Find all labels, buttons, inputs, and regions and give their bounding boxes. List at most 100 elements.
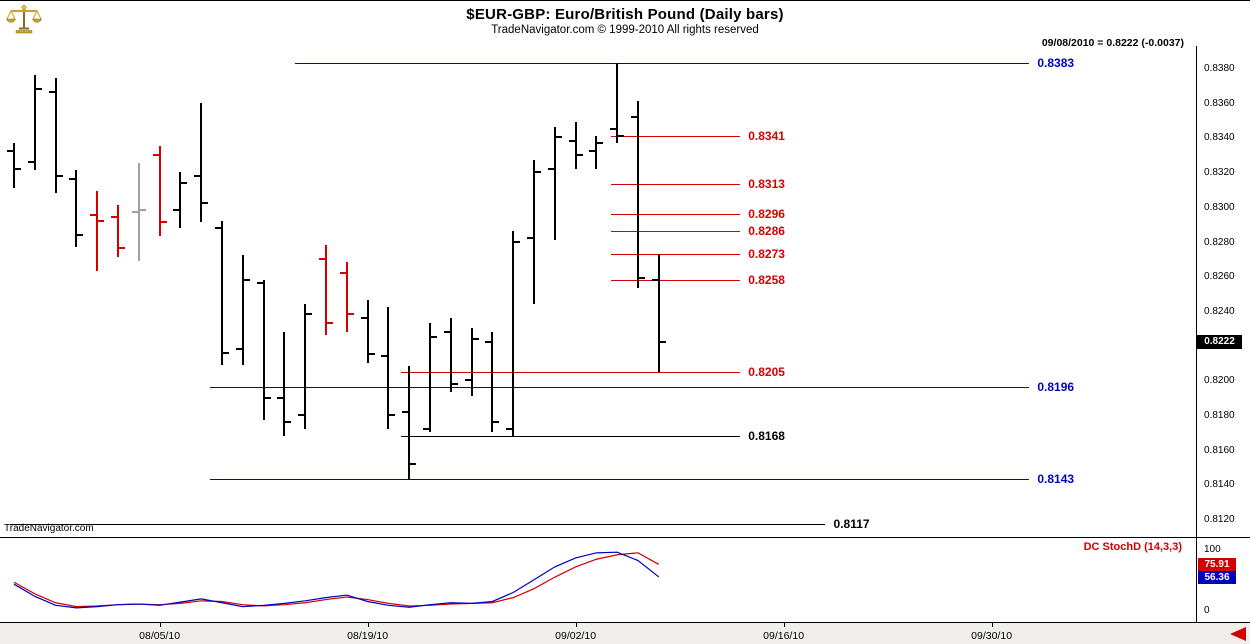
open-tick [485, 341, 492, 344]
price-bar [408, 366, 411, 480]
level-label: 0.8205 [748, 364, 785, 379]
level-label: 0.8341 [748, 128, 785, 143]
level-label: 0.8143 [1037, 472, 1075, 487]
level-label: 0.8286 [748, 224, 785, 239]
price-axis-label: 0.8280 [1204, 236, 1235, 248]
price-bar [595, 135, 598, 169]
level-line-0.8168[interactable] [400, 435, 740, 437]
close-tick [535, 171, 541, 174]
open-tick [402, 410, 409, 413]
stoch-blue-value-badge: 56.36 [1198, 570, 1236, 584]
open-tick [423, 427, 429, 430]
price-bar [429, 323, 431, 433]
level-line-0.8313[interactable] [610, 184, 740, 186]
stoch-k-line [13, 551, 660, 609]
close-tick [347, 313, 354, 316]
price-bar [449, 317, 452, 393]
level-line-0.8205[interactable] [400, 371, 740, 373]
price-bar [200, 102, 203, 223]
open-tick [194, 174, 201, 177]
price-bar [553, 126, 556, 240]
level-line-0.8341[interactable] [610, 135, 740, 137]
price-axis-label: 0.8380 [1204, 63, 1235, 74]
open-tick [464, 379, 471, 382]
price-bar [387, 307, 390, 429]
last-quote-readout: 09/08/2010 = 0.8222 (-0.0037) [1041, 37, 1184, 49]
level-line-0.8286[interactable] [610, 231, 740, 233]
close-tick [368, 353, 375, 356]
price-axis-label: 0.8340 [1204, 132, 1235, 144]
price-axis-label: 0.8240 [1204, 305, 1235, 317]
close-tick [35, 87, 42, 90]
open-tick [298, 414, 305, 416]
price-bar [657, 253, 660, 372]
tradenavigator-scales-logo-icon [6, 4, 42, 34]
price-bar [158, 146, 161, 237]
price-bar [75, 170, 78, 247]
xaxis-separator-line [0, 622, 1250, 623]
price-axis-label: 0.8180 [1204, 410, 1235, 421]
close-tick [119, 247, 125, 250]
close-tick [514, 240, 521, 243]
close-tick [659, 341, 666, 344]
chart-title: $EUR-GBP: Euro/British Pound (Daily bars… [466, 6, 784, 23]
level-label: 0.8313 [748, 177, 785, 192]
stochastic-indicator-panel[interactable] [0, 538, 1196, 622]
indicator-name-label: DC StochD (14,3,3) [1083, 541, 1182, 553]
level-line-0.8296[interactable] [610, 213, 740, 215]
open-tick [547, 167, 554, 170]
price-bar [117, 205, 119, 258]
stoch-red-value-badge: 75.91 [1198, 558, 1236, 572]
open-tick [527, 237, 533, 240]
level-line-0.8258[interactable] [610, 279, 740, 281]
price-bar [366, 300, 369, 363]
level-line-0.8117[interactable] [9, 524, 826, 526]
date-axis: 08/05/10 08/19/10 09/02/10 09/16/10 09/30/10 [0, 623, 1250, 644]
price-bar [533, 159, 535, 304]
date-axis-tick [367, 623, 369, 627]
date-axis-tick [783, 623, 785, 627]
open-tick [568, 139, 575, 142]
open-tick [256, 282, 263, 285]
open-tick [651, 278, 658, 281]
close-tick [493, 420, 500, 423]
price-bar [54, 78, 57, 193]
level-line-0.8143[interactable] [209, 479, 1030, 481]
date-axis-tick [575, 623, 577, 627]
level-label: 0.8117 [833, 517, 870, 532]
price-axis-label: 0.8200 [1204, 375, 1235, 387]
level-line-0.8196[interactable] [209, 387, 1030, 389]
stoch-scale-min: 0 [1204, 605, 1210, 616]
close-tick [285, 420, 292, 423]
open-tick [506, 427, 513, 430]
date-axis-strip [0, 623, 1250, 644]
close-tick [306, 313, 313, 316]
price-bar [616, 62, 619, 143]
close-tick [15, 167, 21, 170]
price-axis-label: 0.8300 [1204, 201, 1235, 213]
open-tick [173, 209, 180, 212]
open-tick [7, 150, 13, 153]
price-bar [33, 74, 36, 171]
level-line-0.8383[interactable] [294, 62, 1030, 64]
price-axis-label: 0.8320 [1204, 167, 1235, 179]
price-bar [345, 262, 348, 332]
open-tick [111, 216, 117, 219]
open-tick [235, 348, 242, 351]
price-axis-divider [1196, 46, 1197, 622]
stoch-d-line [13, 552, 660, 608]
price-bar [137, 163, 140, 261]
panel-separator-line [0, 537, 1250, 538]
open-tick [443, 330, 450, 333]
open-tick [381, 355, 388, 357]
open-tick [589, 150, 596, 153]
close-tick [555, 136, 562, 139]
level-line-0.8273[interactable] [610, 253, 740, 255]
scroll-left-arrow[interactable] [1230, 627, 1246, 641]
open-tick [277, 396, 284, 399]
price-bar [179, 172, 182, 228]
price-bar [512, 231, 515, 436]
open-tick [319, 257, 325, 260]
